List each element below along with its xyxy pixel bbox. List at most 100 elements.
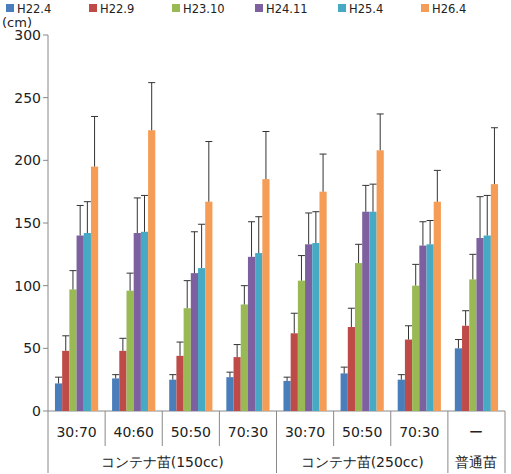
bar <box>348 327 355 411</box>
y-tick-label: 50 <box>23 340 41 356</box>
error-bar <box>477 197 484 238</box>
error-bar <box>141 195 148 231</box>
bar <box>405 340 412 411</box>
category-group-label: 普通苗 <box>455 454 497 470</box>
y-axis-label: (cm) <box>2 15 32 30</box>
bar <box>176 356 183 411</box>
error-bar <box>312 212 319 243</box>
error-bar <box>148 83 155 131</box>
bar <box>369 212 376 411</box>
error-bar <box>112 375 119 379</box>
bar <box>248 257 255 411</box>
bar <box>305 244 312 411</box>
bar <box>398 380 405 411</box>
bar <box>469 279 476 411</box>
error-bar <box>419 222 426 246</box>
category-separator <box>48 411 49 473</box>
y-tick-label: 250 <box>14 90 41 106</box>
y-tick <box>43 223 48 224</box>
category-group-label: コンテナ苗(150cc) <box>101 454 224 470</box>
category-group-label: コンテナ苗(250cc) <box>301 454 424 470</box>
y-tick <box>43 411 48 412</box>
x-tick-label: ー <box>469 424 483 440</box>
error-bar <box>284 377 291 381</box>
bar <box>184 308 191 411</box>
legend-swatch <box>255 4 263 12</box>
category-separator <box>447 411 448 473</box>
error-bar <box>55 377 62 383</box>
error-bar <box>134 198 141 233</box>
legend-swatch <box>172 4 180 12</box>
category-separator <box>162 411 163 446</box>
x-tick-label: 50:50 <box>171 424 211 440</box>
bar <box>84 233 91 411</box>
error-bar <box>298 256 305 281</box>
bar <box>91 167 98 411</box>
bar <box>262 179 269 411</box>
bar <box>198 268 205 411</box>
x-tick-label: 30:70 <box>56 424 96 440</box>
bar <box>148 130 155 411</box>
error-bar <box>462 311 469 326</box>
bar <box>226 377 233 411</box>
error-bar <box>305 213 312 244</box>
error-bar <box>491 128 498 184</box>
error-bar <box>484 195 491 235</box>
y-tick <box>43 348 48 349</box>
x-tick-label: 70:30 <box>399 424 439 440</box>
bar <box>319 192 326 411</box>
bar <box>362 212 369 411</box>
bar <box>298 281 305 411</box>
error-bar <box>119 338 126 351</box>
legend-swatch <box>421 4 429 12</box>
legend-label: H24.11 <box>266 2 308 16</box>
error-bar <box>255 217 262 253</box>
category-separator <box>390 411 391 446</box>
y-tick-label: 0 <box>32 403 41 419</box>
bar <box>55 383 62 411</box>
error-bar <box>191 232 198 273</box>
error-bar <box>398 375 405 380</box>
chart: 050100150200250300(cm)30:7040:6050:5070:… <box>0 0 511 474</box>
bar <box>427 244 434 411</box>
error-bar <box>77 205 84 235</box>
error-bar <box>69 271 76 290</box>
bar <box>455 348 462 411</box>
bar <box>62 351 69 411</box>
x-tick-label: 70:30 <box>228 424 268 440</box>
error-bar <box>377 114 384 150</box>
legend-swatch <box>6 4 14 12</box>
legend-label: H22.4 <box>17 2 51 16</box>
bars <box>55 83 498 411</box>
category-separator <box>276 411 277 473</box>
bar <box>412 286 419 411</box>
error-bar <box>362 185 369 211</box>
error-bar <box>91 116 98 166</box>
error-bar <box>405 326 412 340</box>
error-bar <box>205 142 212 202</box>
error-bar <box>427 220 434 244</box>
bar <box>69 289 76 411</box>
error-bar <box>177 342 184 356</box>
bar <box>355 263 362 411</box>
error-bar <box>348 308 355 327</box>
error-bar <box>127 273 134 291</box>
error-bar <box>434 170 441 201</box>
x-tick-label: 50:50 <box>342 424 382 440</box>
error-bar <box>369 184 376 212</box>
bar <box>283 381 290 411</box>
y-tick-label: 150 <box>14 215 41 231</box>
error-bar <box>226 372 233 377</box>
y-tick-label: 200 <box>14 152 41 168</box>
bar <box>77 236 84 411</box>
bar <box>234 357 241 411</box>
y-tick <box>43 160 48 161</box>
error-bar <box>455 340 462 349</box>
error-bar <box>62 336 69 351</box>
bar <box>191 273 198 411</box>
bar <box>241 304 248 411</box>
bar <box>341 373 348 411</box>
legend-swatch <box>89 4 97 12</box>
bar <box>491 184 498 411</box>
error-bar <box>469 254 476 279</box>
